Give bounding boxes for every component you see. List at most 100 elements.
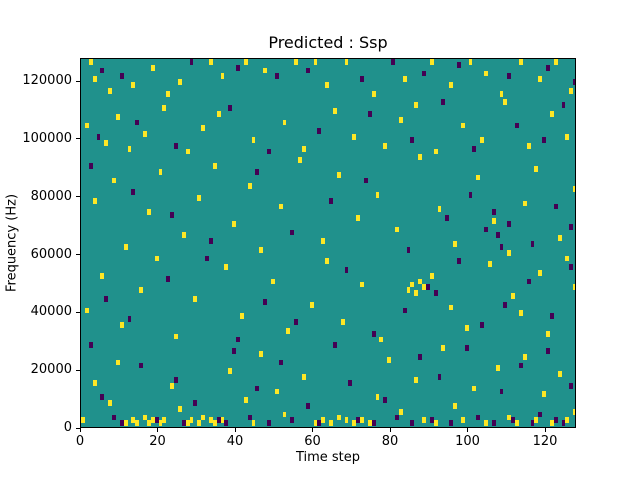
heatmap-cell-high: [185, 148, 190, 155]
heatmap-cell-high: [224, 264, 229, 271]
heatmap-cell-high: [495, 365, 500, 372]
heatmap-cell-high: [565, 417, 570, 424]
heatmap-cell-low: [236, 336, 240, 343]
y-tick-mark: [76, 80, 80, 82]
heatmap-cell-high: [92, 197, 97, 204]
heatmap-cell-low: [569, 264, 574, 271]
heatmap-cell-high: [162, 105, 167, 112]
x-tick-label: 80: [381, 434, 399, 449]
heatmap-cell-low: [495, 232, 500, 239]
heatmap-cell-low: [139, 362, 143, 369]
heatmap-cell-low: [468, 191, 473, 198]
heatmap-cell-low: [445, 215, 450, 221]
heatmap-cell-low: [267, 148, 271, 155]
heatmap-cell-high: [538, 76, 543, 83]
heatmap-cell-high: [243, 59, 248, 65]
heatmap-cell-low: [255, 385, 260, 392]
heatmap-cell-low: [290, 417, 295, 424]
heatmap-cell-low: [441, 99, 446, 106]
heatmap-cell-high: [193, 296, 198, 302]
heatmap-cell-low: [383, 397, 388, 403]
heatmap-cell-high: [177, 79, 182, 86]
heatmap-cell-high: [565, 255, 570, 262]
heatmap-cell-high: [375, 394, 380, 401]
heatmap-cell-high: [503, 99, 508, 106]
heatmap-cell-low: [88, 342, 93, 349]
heatmap-cell-high: [414, 376, 419, 383]
y-tick-mark: [76, 196, 80, 198]
heatmap-cell-high: [487, 261, 492, 268]
heatmap-cell-high: [263, 67, 267, 74]
heatmap-cell-low: [193, 400, 198, 406]
heatmap-cell-high: [127, 145, 132, 152]
heatmap-cell-high: [216, 111, 221, 117]
heatmap-cell-high: [433, 420, 438, 427]
heatmap-cell-high: [518, 310, 523, 317]
heatmap-cell-high: [394, 226, 399, 233]
heatmap-cell-high: [336, 171, 341, 178]
x-tick-label: 100: [455, 434, 480, 449]
heatmap-cell-high: [344, 59, 349, 65]
x-tick-mark: [544, 428, 546, 432]
heatmap-cell-high: [301, 145, 306, 152]
heatmap-cell-low: [507, 73, 512, 80]
heatmap-cell-high: [468, 59, 473, 65]
heatmap-cell-high: [484, 420, 488, 427]
heatmap-cell-high: [449, 304, 453, 311]
heatmap-cell-high: [92, 76, 97, 83]
heatmap-cell-high: [282, 411, 287, 418]
heatmap-cell-high: [340, 319, 345, 325]
heatmap-cell-high: [507, 414, 512, 421]
heatmap-cell-high: [212, 163, 217, 169]
heatmap-cell-high: [166, 90, 171, 97]
y-tick-mark: [76, 311, 80, 313]
heatmap-cell-high: [251, 420, 256, 427]
heatmap-cell-high: [108, 400, 112, 406]
heatmap-cell-low: [228, 105, 233, 112]
heatmap-cell-high: [143, 131, 147, 138]
heatmap-cell-low: [127, 316, 132, 323]
heatmap-cell-high: [352, 420, 357, 427]
heatmap-cell-low: [88, 163, 93, 169]
heatmap-cell-low: [499, 388, 504, 395]
heatmap-cell-high: [162, 417, 167, 424]
heatmap-cell-high: [243, 397, 248, 403]
x-tick-mark: [157, 428, 158, 432]
heatmap-cell-high: [228, 368, 233, 375]
heatmap-cell-high: [515, 420, 519, 427]
chart-title: Predicted : Ssp: [268, 33, 388, 52]
x-tick-mark: [312, 428, 313, 432]
heatmap-cell-low: [410, 137, 415, 143]
heatmap-cell-high: [522, 353, 527, 360]
heatmap-cell-high: [119, 322, 124, 328]
x-axis-label: Time step: [295, 450, 361, 465]
heatmap-cell-high: [181, 232, 186, 239]
heatmap-cell-low: [515, 122, 519, 129]
heatmap-cell-high: [251, 137, 256, 143]
heatmap-cell-low: [526, 278, 531, 285]
y-tick-label: 60000: [30, 246, 72, 262]
heatmap-cell-low: [553, 417, 558, 424]
y-tick-mark: [76, 427, 80, 429]
heatmap-cell-high: [507, 249, 512, 256]
heatmap-cell-high: [115, 359, 120, 366]
heatmap-cell-low: [274, 73, 279, 80]
x-tick-label: 60: [304, 434, 321, 449]
x-tick-mark: [79, 428, 81, 432]
heatmap-cell-high: [480, 137, 484, 143]
heatmap-cell-low: [511, 417, 515, 424]
heatmap-cell-high: [201, 414, 205, 421]
x-tick-label: 20: [149, 434, 166, 449]
heatmap-cell-high: [522, 200, 527, 207]
heatmap-cell-low: [437, 374, 442, 380]
heatmap-cell-high: [453, 241, 457, 247]
heatmap-cell-high: [553, 59, 558, 65]
heatmap-cell-high: [460, 417, 465, 424]
heatmap-cell-low: [131, 189, 136, 195]
heatmap-cell-high: [208, 417, 213, 424]
heatmap-cell-high: [274, 388, 279, 395]
heatmap-cell-high: [220, 417, 225, 424]
heatmap-cell-low: [305, 402, 310, 409]
heatmap-cell-low: [422, 70, 426, 77]
heatmap-cell-high: [398, 408, 403, 415]
